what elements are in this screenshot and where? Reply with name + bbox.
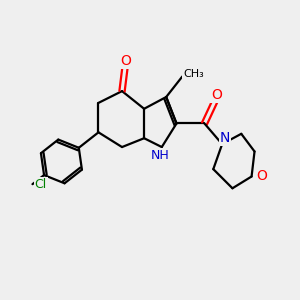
Text: CH₃: CH₃ [183, 69, 204, 79]
Text: O: O [211, 88, 222, 102]
Text: N: N [220, 130, 230, 145]
Text: Cl: Cl [34, 178, 47, 191]
Text: O: O [120, 54, 131, 68]
Text: NH: NH [151, 149, 170, 162]
Text: O: O [256, 169, 267, 184]
